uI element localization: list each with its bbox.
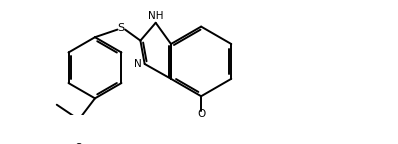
Text: O: O [75, 143, 83, 144]
Text: O: O [197, 109, 205, 119]
Text: NH: NH [148, 11, 164, 21]
Text: N: N [134, 59, 142, 69]
Text: S: S [118, 23, 125, 33]
